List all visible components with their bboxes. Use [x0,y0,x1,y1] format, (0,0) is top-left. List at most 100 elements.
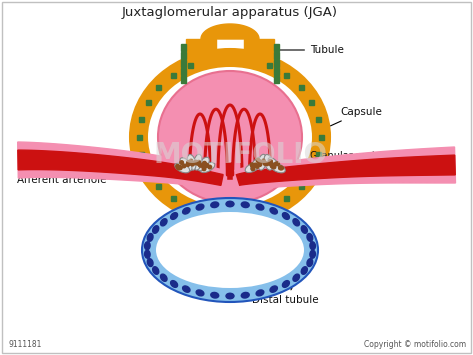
Ellipse shape [196,204,204,210]
Circle shape [257,159,261,163]
Bar [318,135,324,140]
Ellipse shape [307,259,313,267]
Text: Tubule: Tubule [279,45,344,55]
Text: Juxtaglomerular apparatus (JGA): Juxtaglomerular apparatus (JGA) [122,6,338,19]
Ellipse shape [226,201,234,207]
Bar [274,60,279,66]
Circle shape [280,166,283,170]
Ellipse shape [180,158,192,171]
Circle shape [194,160,198,164]
Ellipse shape [264,154,273,170]
Circle shape [271,164,274,168]
Bar [146,100,150,105]
Bar [171,73,176,78]
Ellipse shape [270,208,277,214]
Circle shape [202,167,206,171]
Polygon shape [186,75,216,88]
Bar [274,67,279,75]
Ellipse shape [268,158,280,171]
Ellipse shape [142,198,318,302]
Bar [207,212,212,217]
Text: Granular renin-
producing cells: Granular renin- producing cells [288,151,385,173]
Bar [309,169,315,174]
Circle shape [270,162,273,166]
Ellipse shape [187,154,196,170]
Circle shape [191,162,194,166]
Circle shape [178,165,182,169]
Bar [146,169,150,174]
Circle shape [272,165,276,169]
Ellipse shape [175,163,190,173]
Bar [316,117,321,122]
Circle shape [265,162,269,166]
Bar [139,117,144,122]
Circle shape [276,162,280,166]
Circle shape [197,160,201,164]
Circle shape [189,159,193,163]
Ellipse shape [301,267,307,274]
Ellipse shape [160,219,167,226]
Circle shape [255,164,259,168]
Bar [137,135,141,140]
Circle shape [252,164,255,168]
Ellipse shape [148,67,312,207]
Ellipse shape [158,71,302,203]
Ellipse shape [153,226,159,233]
Ellipse shape [310,242,315,250]
Circle shape [263,162,267,165]
Circle shape [178,166,182,170]
Bar [181,67,186,75]
Ellipse shape [156,212,304,288]
Circle shape [199,164,202,167]
Ellipse shape [282,213,289,219]
Circle shape [279,166,282,169]
Bar [284,73,289,78]
Text: Distal tubule: Distal tubule [252,288,318,305]
Circle shape [271,163,274,167]
Ellipse shape [145,242,150,250]
Bar [228,213,233,218]
Circle shape [182,164,186,168]
Ellipse shape [147,234,153,241]
Bar [181,76,186,82]
Circle shape [251,163,254,167]
Text: 9111181: 9111181 [8,340,41,349]
Bar [309,100,315,105]
Circle shape [208,165,211,169]
Circle shape [197,162,201,165]
Bar [248,212,253,217]
Ellipse shape [241,293,249,298]
Circle shape [279,166,282,170]
Ellipse shape [301,226,307,233]
Text: MOTIFOLIO: MOTIFOLIO [153,141,327,169]
Ellipse shape [153,267,159,274]
Circle shape [251,167,255,170]
Bar [181,60,186,66]
Circle shape [269,160,272,163]
Ellipse shape [270,163,285,173]
Circle shape [254,163,257,167]
Bar [298,85,304,90]
Ellipse shape [147,259,153,267]
Circle shape [180,161,184,164]
Ellipse shape [211,202,219,208]
Ellipse shape [241,202,249,208]
Ellipse shape [211,293,219,298]
Circle shape [189,161,193,165]
Ellipse shape [200,162,215,173]
Circle shape [250,163,254,166]
Ellipse shape [145,250,150,258]
Bar [171,196,176,201]
Bar [267,206,272,211]
Ellipse shape [196,290,204,296]
Ellipse shape [130,49,330,225]
Ellipse shape [198,157,209,171]
Circle shape [274,162,278,165]
Bar [298,184,304,189]
Circle shape [191,162,194,165]
Ellipse shape [245,162,260,173]
Ellipse shape [310,250,315,258]
Bar [274,76,279,82]
Circle shape [186,163,190,166]
Ellipse shape [183,286,190,292]
